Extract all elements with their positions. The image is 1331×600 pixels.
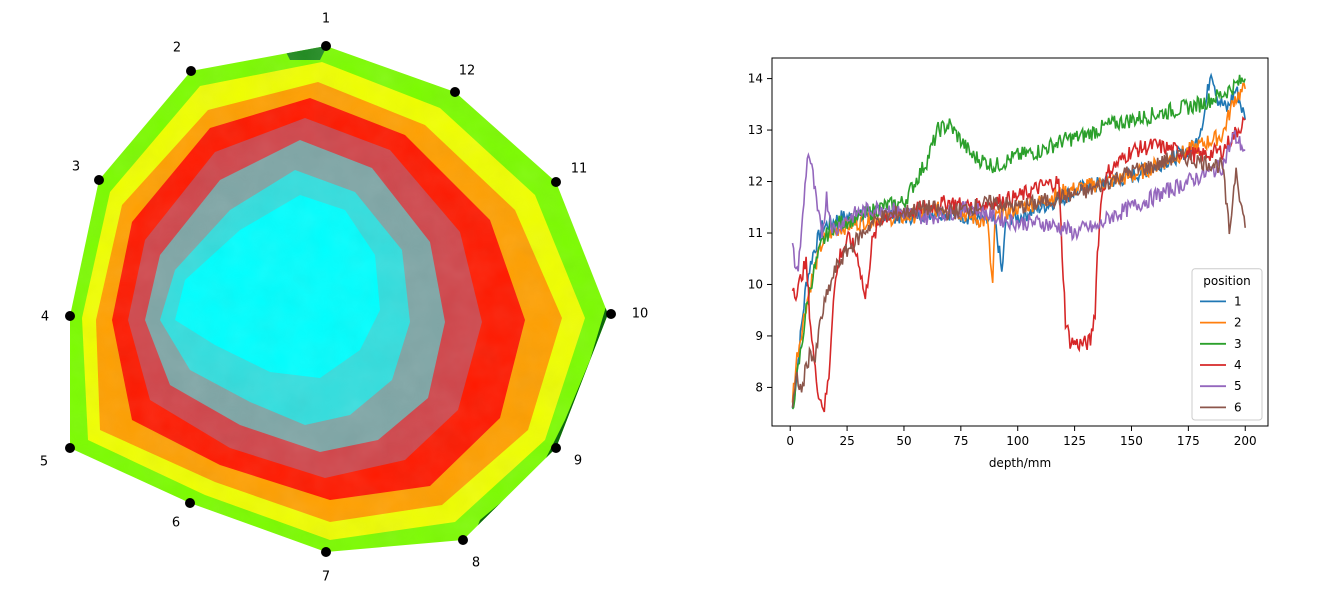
- series-line-5: [791, 130, 1246, 272]
- y-tick-label-9: 9: [755, 329, 763, 343]
- legend-entry-1: 1: [1234, 294, 1242, 308]
- position-marker-10: [606, 309, 616, 319]
- position-marker-label-4: 4: [41, 310, 49, 325]
- x-tick-label-50: 50: [896, 434, 911, 448]
- position-marker-label-3: 3: [72, 160, 80, 175]
- x-tick-label-125: 125: [1063, 434, 1086, 448]
- position-marker-1: [321, 41, 331, 51]
- position-marker-2: [186, 66, 196, 76]
- series-line-4: [791, 116, 1246, 413]
- legend-entry-2: 2: [1234, 316, 1242, 330]
- position-marker-6: [185, 498, 195, 508]
- series-line-2: [791, 82, 1246, 403]
- y-tick-label-8: 8: [755, 380, 763, 394]
- position-marker-4: [65, 311, 75, 321]
- x-tick-label-25: 25: [839, 434, 854, 448]
- legend-title: position: [1203, 274, 1251, 288]
- position-marker-label-2: 2: [173, 41, 181, 56]
- legend: position 1 2 3 4 5 6: [1191, 268, 1263, 421]
- legend-entry-4: 4: [1234, 358, 1242, 372]
- legend-entry-3: 3: [1234, 337, 1242, 351]
- position-marker-label-7: 7: [322, 570, 330, 585]
- y-tick-label-12: 12: [748, 175, 763, 189]
- axes-frame: [771, 57, 1269, 427]
- x-axis-label: depth/mm: [989, 456, 1051, 470]
- series-line-6: [791, 148, 1246, 408]
- heatmap-body: [70, 46, 608, 552]
- position-marker-label-11: 11: [571, 162, 588, 177]
- x-tick-label-150: 150: [1120, 434, 1143, 448]
- position-marker-label-8: 8: [472, 556, 480, 571]
- position-marker-7: [321, 547, 331, 557]
- position-marker-5: [65, 443, 75, 453]
- position-marker-label-9: 9: [574, 454, 582, 469]
- y-tick-label-13: 13: [748, 123, 763, 137]
- position-marker-label-10: 10: [632, 307, 649, 322]
- x-tick-label-175: 175: [1177, 434, 1200, 448]
- position-marker-12: [450, 87, 460, 97]
- x-tick-label-200: 200: [1234, 434, 1257, 448]
- series-line-1: [791, 72, 1246, 409]
- y-tick-label-10: 10: [748, 277, 763, 291]
- position-marker-11: [551, 177, 561, 187]
- x-tick-label-0: 0: [786, 434, 794, 448]
- position-marker-8: [458, 535, 468, 545]
- position-marker-label-5: 5: [40, 455, 48, 470]
- position-marker-3: [94, 175, 104, 185]
- texture-overlay: [70, 46, 608, 552]
- position-marker-label-1: 1: [322, 12, 330, 27]
- legend-box: [1191, 268, 1263, 421]
- depth-line-chart: 0 25 50 75 100 125 150 175 200891011121314depth/…: [748, 57, 1269, 470]
- legend-entry-5: 5: [1234, 379, 1242, 393]
- position-marker-9: [551, 443, 561, 453]
- y-tick-label-11: 11: [748, 226, 763, 240]
- x-tick-label-100: 100: [1006, 434, 1029, 448]
- position-marker-label-6: 6: [172, 516, 180, 531]
- y-tick-label-14: 14: [748, 72, 763, 86]
- series-line-3: [791, 74, 1246, 410]
- position-marker-label-12: 12: [459, 64, 476, 79]
- x-tick-label-75: 75: [953, 434, 968, 448]
- legend-entry-6: 6: [1234, 400, 1242, 414]
